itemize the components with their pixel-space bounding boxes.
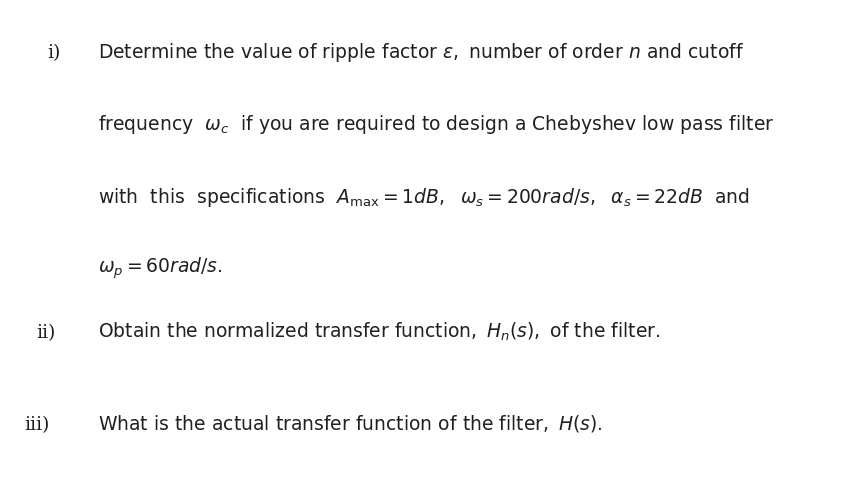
Text: ii): ii) [36,324,56,342]
Text: iii): iii) [24,416,50,434]
Text: $\mathrm{frequency\ \ }\omega_c\mathrm{\ \ if\ you\ are\ required\ to\ design\ a: $\mathrm{frequency\ \ }\omega_c\mathrm{\… [98,114,775,136]
Text: $\mathrm{Determine\ the\ value\ of\ ripple\ factor\ }\varepsilon\mathrm{,\ numbe: $\mathrm{Determine\ the\ value\ of\ ripp… [98,41,745,64]
Text: $\mathrm{Obtain\ the\ normalized\ transfer\ function,\ }H_n(s)\mathrm{,\ of\ the: $\mathrm{Obtain\ the\ normalized\ transf… [98,321,661,343]
Text: i): i) [47,44,61,62]
Text: $\omega_p\mathrm{=60}rad\mathrm{/}s\mathrm{.}$: $\omega_p\mathrm{=60}rad\mathrm{/}s\math… [98,256,223,281]
Text: $\mathrm{with\ \ this\ \ specifications\ \ }A_{\mathrm{max}}\mathrm{=1}dB\mathrm: $\mathrm{with\ \ this\ \ specifications\… [98,186,751,209]
Text: $\mathrm{What\ is\ the\ actual\ transfer\ function\ of\ the\ filter,\ }H(s)\math: $\mathrm{What\ is\ the\ actual\ transfer… [98,413,603,434]
